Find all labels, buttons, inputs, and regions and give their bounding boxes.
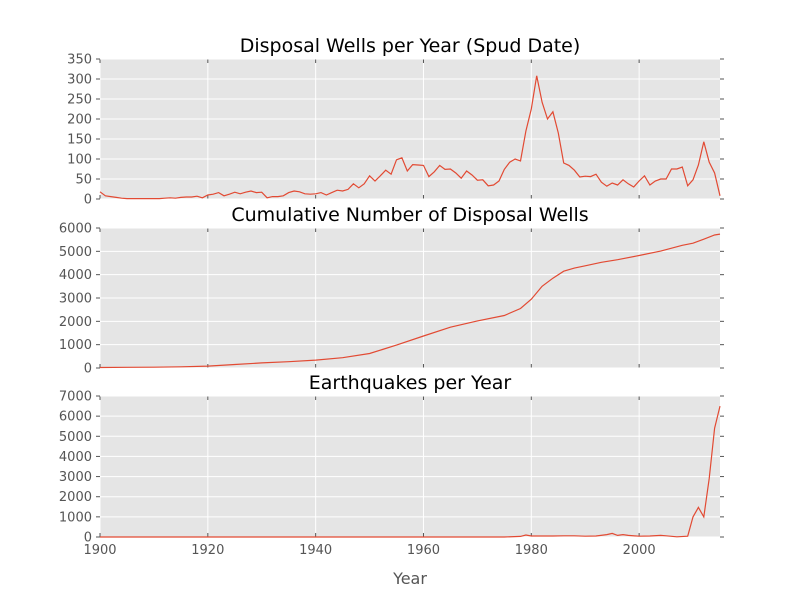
y-tick-label: 2000 [59,315,92,330]
plot-background [100,396,720,537]
x-tick-label: 1900 [83,543,116,558]
x-axis-label: Year [392,569,427,588]
y-tick-label: 5000 [59,430,92,445]
series-line [100,405,721,538]
panel-earthquakes-per-year: Earthquakes per Year 1900 1920 1940 1960 198… [59,372,724,588]
y-tick-label: 300 [67,73,92,88]
series-line [99,75,721,200]
y-tick-label: 6000 [59,222,92,237]
x-tick-label: 1920 [191,543,224,558]
x-tick-label: 1960 [407,543,440,558]
y-tick-label: 4000 [59,450,92,465]
series-line [99,233,721,369]
y-tick-label: 7000 [59,390,92,405]
y-tick-label: 6000 [59,410,92,425]
y-tick-label: 200 [67,113,92,128]
y-tick-label: 5000 [59,245,92,260]
y-tick-label: 0 [84,531,92,546]
plot-area-wells-per-year: 0 50 100 150 200 250 300 350 [67,53,724,208]
y-tick-label: 1000 [59,510,92,525]
x-tick-label: 2000 [623,543,656,558]
x-tick-label: 1940 [299,543,332,558]
y-tick-label: 50 [75,173,92,188]
x-tick-label: 1980 [515,543,548,558]
chart-title-earthquakes: Earthquakes per Year [309,372,512,394]
plot-area-cumulative-wells: 0 1000 2000 3000 4000 5000 6000 [59,222,724,377]
y-tick-label: 3000 [59,470,92,485]
panel-cumulative-disposal-wells: Cumulative Number of Disposal Wells 0 100… [59,204,724,377]
chart-title-cumulative-wells: Cumulative Number of Disposal Wells [231,204,588,226]
y-tick-label: 150 [67,133,92,148]
y-tick-label: 250 [67,93,92,108]
y-tick-label: 1000 [59,338,92,353]
y-tick-label: 2000 [59,490,92,505]
y-tick-label: 350 [67,53,92,68]
y-tick-label: 0 [84,193,92,208]
y-tick-label: 100 [67,153,92,168]
plot-background [100,59,720,199]
y-tick-label: 4000 [59,268,92,283]
panel-disposal-wells-per-year: Disposal Wells per Year (Spud Date) 0 50 1… [67,35,724,208]
chart-title-wells-per-year: Disposal Wells per Year (Spud Date) [240,35,581,57]
y-tick-label: 0 [84,362,92,377]
y-tick-label: 3000 [59,292,92,307]
plot-area-earthquakes: 1900 1920 1940 1960 1980 2000 0 1000 2000 3000 400… [59,390,724,558]
